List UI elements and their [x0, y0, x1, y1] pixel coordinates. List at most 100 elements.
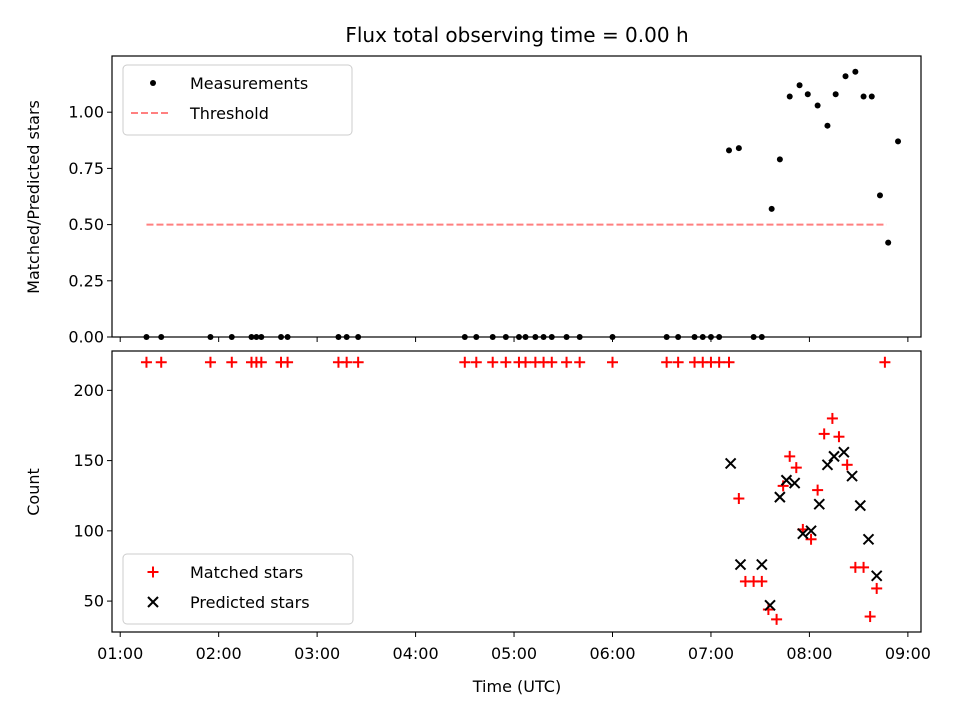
y-tick-label: 0.25 [68, 271, 104, 290]
predicted-star-point [734, 558, 747, 571]
matched-star-point [155, 356, 167, 368]
measurement-point [776, 156, 783, 163]
measurement-point [735, 145, 742, 152]
x-tick-label: 07:00 [688, 644, 734, 663]
x-tick-label: 03:00 [294, 644, 340, 663]
matched-star-point [661, 356, 673, 368]
x-tick-label: 06:00 [589, 644, 635, 663]
legend-entry: Predicted stars [147, 593, 310, 612]
series-matched-stars [140, 356, 891, 625]
matched-star-point [255, 356, 267, 368]
matched-star-point [282, 356, 294, 368]
matched-star-point [833, 431, 845, 443]
matched-star-point [812, 484, 824, 496]
y-tick-label: 200 [73, 381, 104, 400]
legend-box [122, 553, 354, 625]
matched-star-point [771, 613, 783, 625]
legend-label: Threshold [189, 104, 269, 123]
matched-star-point [352, 356, 364, 368]
predicted-star-point [846, 470, 858, 482]
matched-star-point [341, 356, 353, 368]
x-tick-label: 09:00 [885, 644, 931, 663]
predicted-star-point [854, 499, 866, 512]
matched-star-point [500, 356, 512, 368]
measurement-point [842, 73, 849, 80]
matched-star-point [864, 611, 876, 623]
legend-label: Predicted stars [190, 593, 310, 612]
matched-star-point [606, 356, 618, 368]
matched-star-point [784, 450, 796, 462]
matched-star-point [723, 356, 735, 368]
y-tick-label: 0.50 [68, 215, 104, 234]
predicted-star-point [821, 459, 834, 471]
axes-frame [111, 350, 922, 633]
y-tick-label: 0.00 [68, 328, 104, 347]
measurement-point [786, 93, 793, 100]
x-tick-label: 01:00 [97, 644, 143, 663]
measurement-point [860, 93, 867, 100]
predicted-star-point [724, 457, 737, 470]
measurement-point [876, 192, 883, 199]
legend-label: Measurements [190, 74, 308, 93]
matched-star-point [790, 462, 802, 474]
measurement-point [726, 147, 733, 154]
matched-star-point [140, 356, 152, 368]
legend-box [122, 64, 353, 136]
matched-star-point [818, 428, 830, 440]
x-tick-label: 02:00 [196, 644, 242, 663]
legend: Measurements Threshold [122, 64, 353, 136]
matched-star-point [713, 356, 725, 368]
predicted-star-point [788, 477, 801, 489]
legend-entry: Matched stars [147, 563, 303, 582]
measurement-point [796, 82, 803, 89]
top-panel: 0.00 0.25 0.50 0.75 1.00 Measurements Threshol… [68, 55, 922, 347]
predicted-star-point [756, 558, 768, 571]
matched-star-point [826, 412, 838, 424]
matched-star-point [459, 356, 471, 368]
top-y-axis-label: Matched/Predicted stars [24, 100, 43, 294]
matched-star-point [841, 459, 853, 471]
predicted-star-point [828, 450, 840, 463]
measurement-point [895, 138, 902, 145]
legend-entry: Threshold [131, 104, 269, 123]
matched-star-point [520, 356, 532, 368]
matched-star-point [546, 356, 558, 368]
predicted-star-point [780, 474, 793, 486]
measurement-point [832, 91, 839, 98]
matched-star-point [879, 356, 891, 368]
y-tick-label: 100 [73, 521, 104, 540]
legend-entry: Measurements [150, 74, 308, 93]
predicted-star-point [862, 533, 875, 545]
predicted-star-point [805, 525, 817, 537]
legend-label: Matched stars [190, 563, 303, 582]
y-tick-label: 50 [84, 592, 104, 611]
matched-star-point [805, 533, 817, 545]
measurement-point [768, 205, 775, 212]
matched-star-point [871, 582, 883, 594]
measurement-point [814, 102, 821, 109]
matched-star-point [470, 356, 482, 368]
predicted-star-point [813, 498, 825, 510]
x-tick-label: 08:00 [786, 644, 832, 663]
y-tick-label: 0.75 [68, 159, 104, 178]
measurement-point [804, 91, 811, 98]
series-predicted-stars [724, 446, 883, 612]
x-axis-label: Time (UTC) [472, 677, 561, 696]
matched-star-point [574, 356, 586, 368]
bottom-panel: 50 100 150 200 01:00 02:00 03:00 04:00 05:00 06:0… [73, 350, 931, 663]
y-tick-label: 150 [73, 451, 104, 470]
matched-star-point [756, 575, 768, 587]
matched-star-point [733, 493, 745, 505]
predicted-star-point [870, 570, 883, 582]
measurement-point [824, 122, 831, 129]
x-tick-label: 04:00 [393, 644, 439, 663]
legend: Matched stars Predicted stars [122, 553, 354, 625]
axes-frame [111, 55, 922, 338]
predicted-star-point [838, 446, 850, 458]
matched-star-point [561, 356, 573, 368]
bottom-y-axis-label: Count [24, 468, 43, 516]
matched-star-point [672, 356, 684, 368]
measurement-point [868, 93, 875, 100]
matched-star-point [858, 561, 870, 573]
